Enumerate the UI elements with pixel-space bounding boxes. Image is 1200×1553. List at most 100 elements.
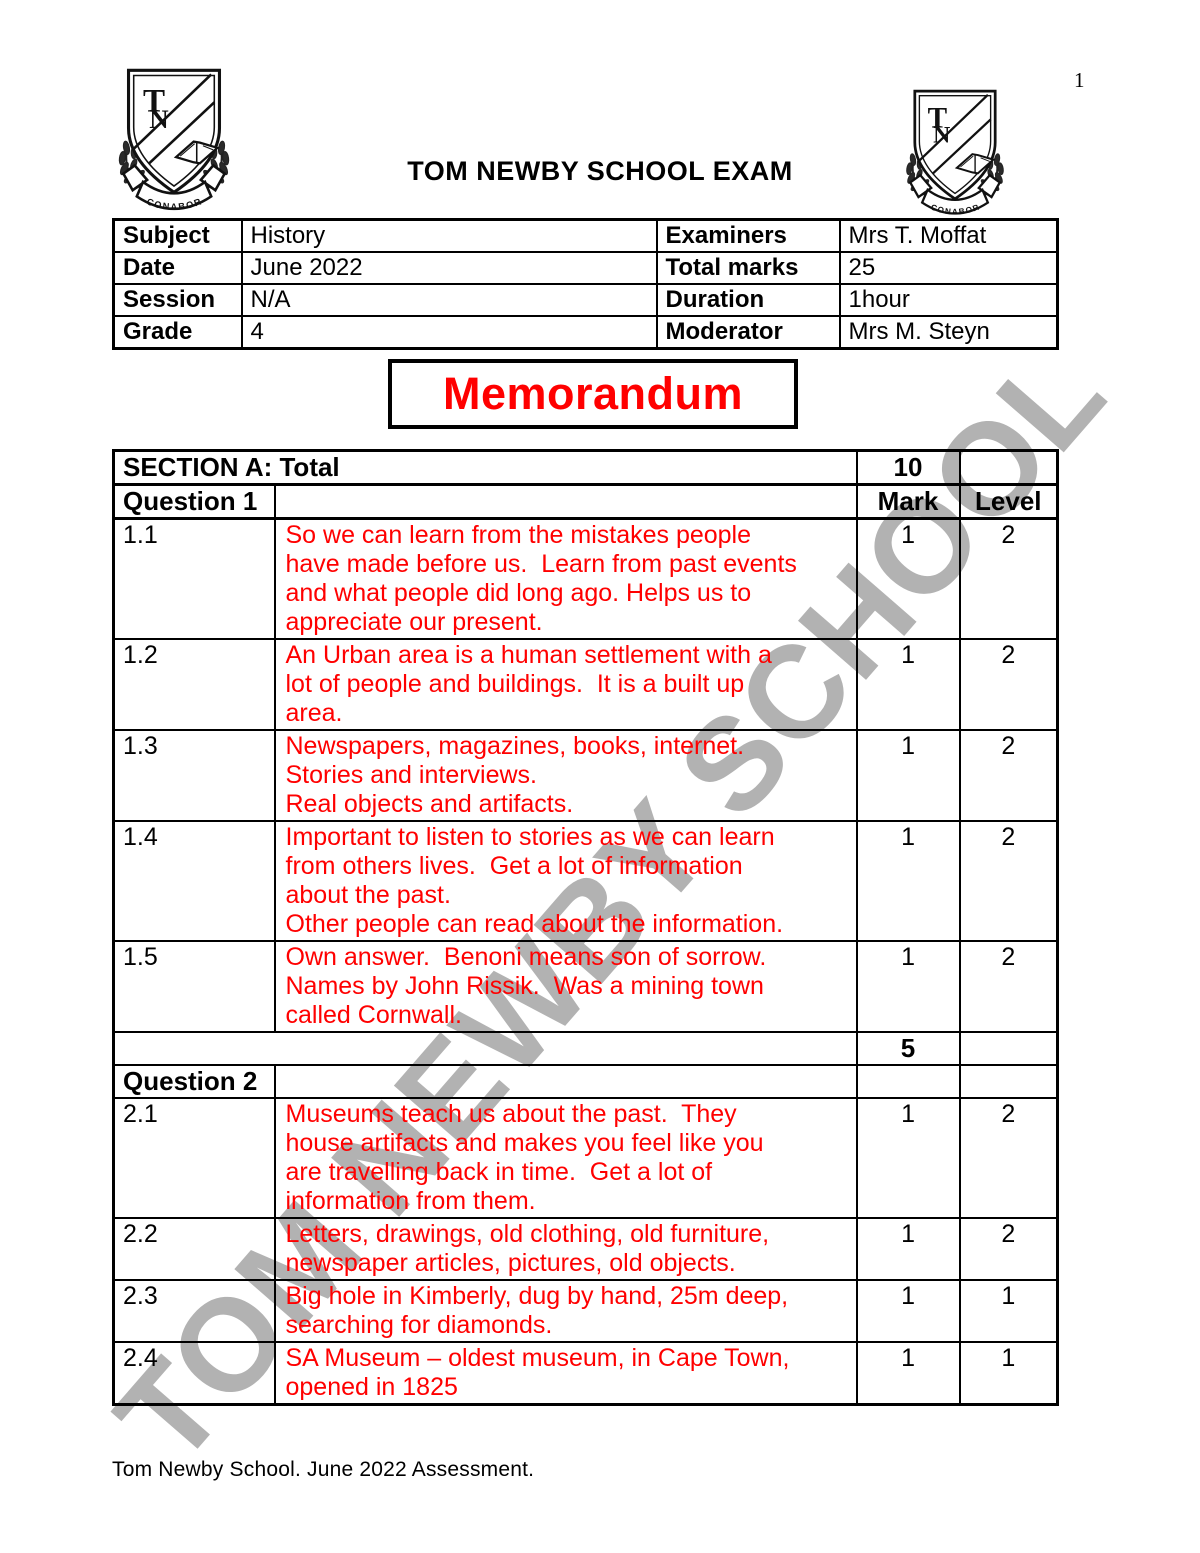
question-number-cell: 2.4 <box>112 1341 276 1406</box>
school-crest-svg: T N CONABOR <box>906 89 1004 216</box>
info-label-cell: Moderator <box>655 315 841 350</box>
level-cell: 2 <box>958 820 1059 942</box>
info-value-cell: History <box>240 218 658 253</box>
subtotal-cell: 5 <box>855 1031 961 1066</box>
level-cell: 2 <box>958 638 1059 731</box>
subtotal-row: 5 <box>112 1031 1059 1066</box>
info-value-cell: June 2022 <box>240 251 658 285</box>
empty-cell <box>958 449 1059 486</box>
info-label-cell: Session <box>112 283 243 317</box>
mark-cell: 1 <box>855 1217 961 1281</box>
svg-text:N: N <box>933 122 950 148</box>
memo-marks-table: SECTION A: Total 10 Question 1 Mark Leve… <box>112 449 1060 1406</box>
question-label-cell: Question 1 <box>112 483 276 520</box>
answer-row: 1.2 An Urban area is a human settlement … <box>112 638 1059 731</box>
mark-cell: 1 <box>855 1341 961 1406</box>
info-row: Grade 4 Moderator Mrs M. Steyn <box>112 315 1059 350</box>
footer-text: Tom Newby School. June 2022 Assessment. <box>112 1458 535 1481</box>
school-crest-icon: T N CONABOR <box>112 60 236 215</box>
info-row: Date June 2022 Total marks 25 <box>112 251 1059 285</box>
mark-cell: 1 <box>855 729 961 822</box>
ribbon-banner <box>920 188 990 215</box>
mark-cell: 1 <box>855 1279 961 1343</box>
answer-row: 2.2 Letters, drawings, old clothing, old… <box>112 1217 1059 1281</box>
info-label-cell: Duration <box>655 283 841 317</box>
answer-row: 1.1 So we can learn from the mistakes pe… <box>112 517 1059 640</box>
info-label-cell: Subject <box>112 218 243 253</box>
level-cell: 2 <box>958 729 1059 822</box>
info-label-cell: Date <box>112 251 243 285</box>
level-cell: 1 <box>958 1279 1059 1343</box>
section-label-cell: SECTION A: Total <box>112 449 858 486</box>
svg-text:N: N <box>149 104 169 134</box>
level-cell: 1 <box>958 1341 1059 1406</box>
answer-cell: So we can learn from the mistakes people… <box>273 517 858 640</box>
question-number-cell: 1.3 <box>112 729 276 822</box>
question-number-cell: 2.2 <box>112 1217 276 1281</box>
question-number-cell: 1.1 <box>112 517 276 640</box>
level-cell: 2 <box>958 1097 1059 1219</box>
shield-bend-line <box>932 118 992 175</box>
info-label-cell: Total marks <box>655 251 841 285</box>
info-row: Session N/A Duration 1hour <box>112 283 1059 317</box>
info-value-cell: 1hour <box>838 283 1059 317</box>
exam-info-table: Subject History Examiners Mrs T. Moffat … <box>112 218 1059 350</box>
svg-text:T: T <box>143 84 165 120</box>
question-number-cell: 1.2 <box>112 638 276 731</box>
answer-cell: An Urban area is a human settlement with… <box>273 638 858 731</box>
empty-cell <box>273 483 858 520</box>
section-header-row: SECTION A: Total 10 <box>112 449 1059 486</box>
answer-row: 1.5 Own answer. Benoni means son of sorr… <box>112 940 1059 1033</box>
empty-cell <box>273 1064 858 1099</box>
page-number: 1 <box>1074 68 1085 92</box>
answer-cell: Letters, drawings, old clothing, old fur… <box>273 1217 858 1281</box>
empty-cell <box>112 1031 858 1066</box>
school-crest-svg: T N CONABOR <box>118 68 230 212</box>
monogram-text: T N <box>928 103 951 149</box>
question-number-cell: 1.4 <box>112 820 276 942</box>
mark-cell: 1 <box>855 1097 961 1219</box>
answer-cell: Important to listen to stories as we can… <box>273 820 858 942</box>
answer-row: 2.1 Museums teach us about the past. The… <box>112 1097 1059 1219</box>
answer-cell: SA Museum – oldest museum, in Cape Town,… <box>273 1341 858 1406</box>
page-title: TOM NEWBY SCHOOL EXAM <box>407 156 793 186</box>
info-value-cell: Mrs T. Moffat <box>838 218 1059 253</box>
question-number-cell: 2.1 <box>112 1097 276 1219</box>
info-label-cell: Grade <box>112 315 243 350</box>
info-value-cell: 25 <box>838 251 1059 285</box>
question1-header-row: Question 1 Mark Level <box>112 483 1059 520</box>
open-book-icon <box>954 153 996 175</box>
shield-bend-line <box>148 101 216 165</box>
shield-bend-line <box>918 93 989 162</box>
question-number-cell: 2.3 <box>112 1279 276 1343</box>
level-cell: 2 <box>958 517 1059 640</box>
shield-bend-line <box>132 73 213 150</box>
question-label-cell: Question 2 <box>112 1064 276 1099</box>
answer-cell: Big hole in Kimberly, dug by hand, 25m d… <box>273 1279 858 1343</box>
monogram-text: T N <box>143 84 169 135</box>
empty-cell <box>855 1064 961 1099</box>
open-book-icon <box>173 140 220 165</box>
mark-cell: 1 <box>855 517 961 640</box>
answer-cell: Museums teach us about the past. They ho… <box>273 1097 858 1219</box>
section-total-cell: 10 <box>855 449 961 486</box>
level-header-cell: Level <box>958 483 1059 520</box>
level-cell: 2 <box>958 940 1059 1033</box>
answer-row: 2.4 SA Museum – oldest museum, in Cape T… <box>112 1341 1059 1406</box>
mark-cell: 1 <box>855 820 961 942</box>
answer-cell: Newspapers, magazines, books, internet. … <box>273 729 858 822</box>
question2-header-row: Question 2 <box>112 1064 1059 1099</box>
shield-inner-line <box>132 74 216 188</box>
memorandum-banner: Memorandum <box>388 359 798 429</box>
memorandum-label: Memorandum <box>442 368 744 419</box>
svg-text:T: T <box>928 103 948 135</box>
info-value-cell: Mrs M. Steyn <box>838 315 1059 350</box>
mark-header-cell: Mark <box>855 483 961 520</box>
level-cell: 2 <box>958 1217 1059 1281</box>
empty-cell <box>958 1031 1059 1066</box>
answer-row: 1.4 Important to listen to stories as we… <box>112 820 1059 942</box>
answer-row: 2.3 Big hole in Kimberly, dug by hand, 2… <box>112 1279 1059 1343</box>
ribbon-banner <box>135 179 213 211</box>
